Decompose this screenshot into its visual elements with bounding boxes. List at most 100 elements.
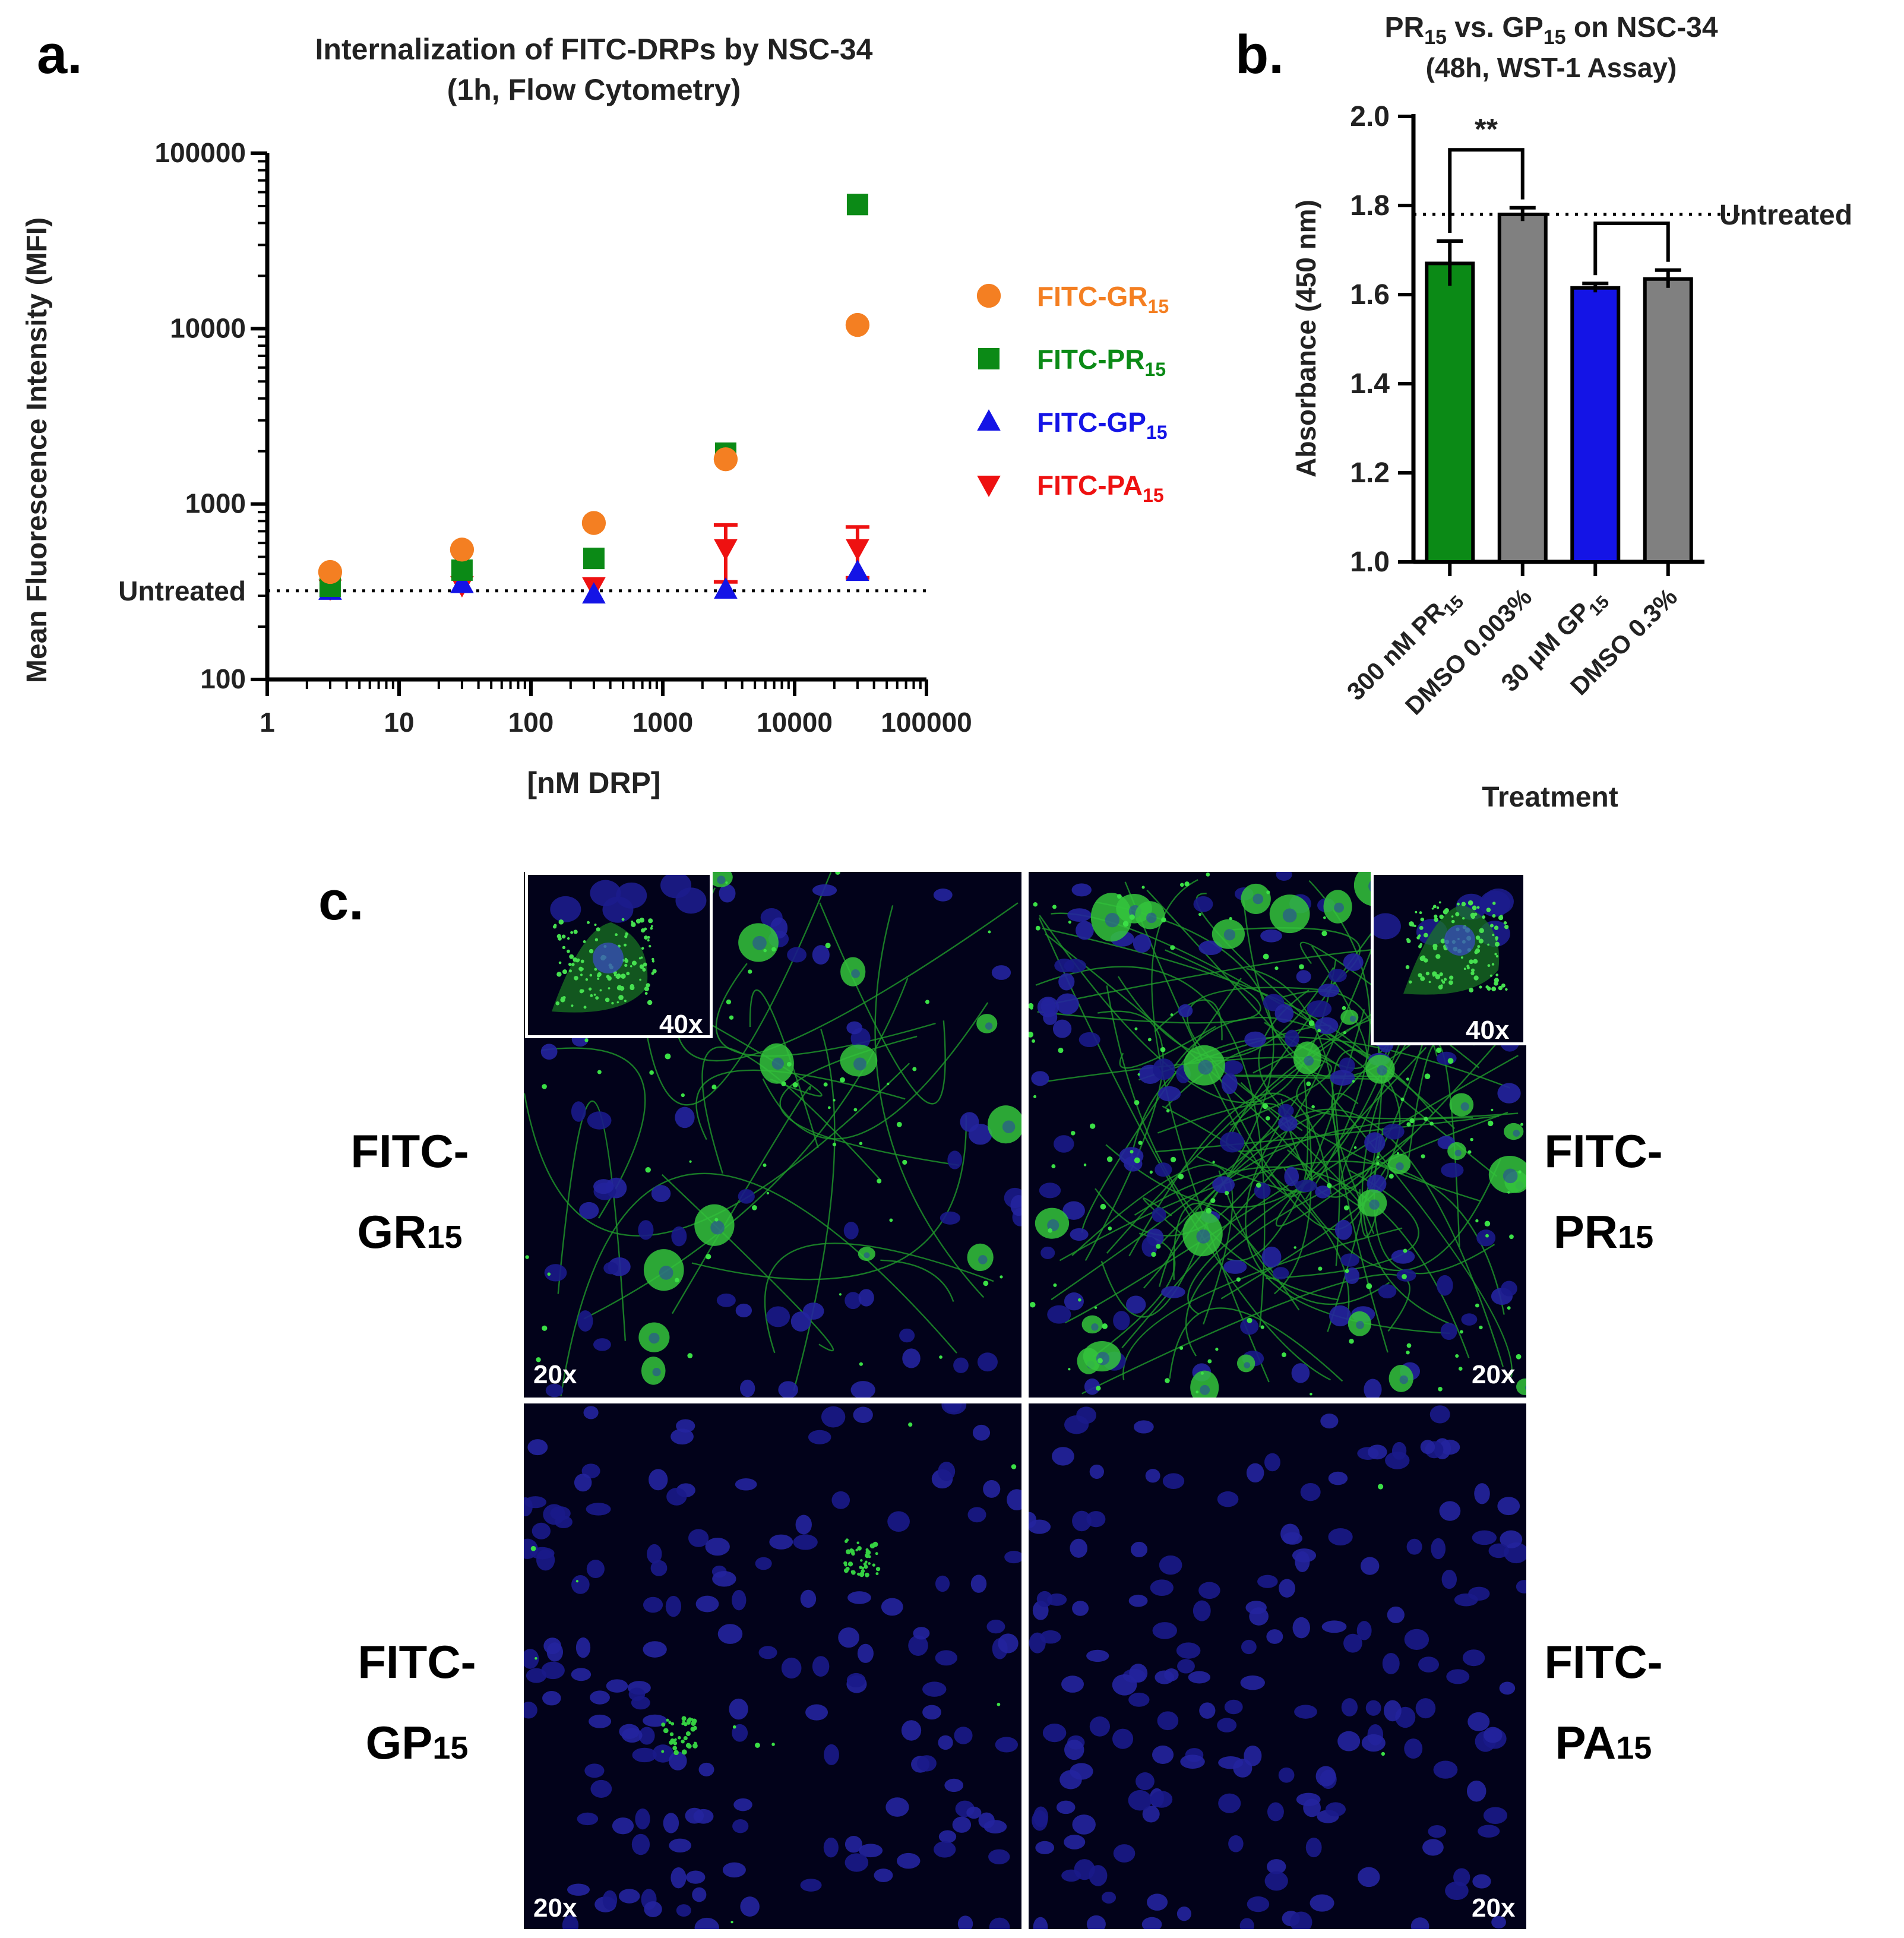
nucleus	[1276, 872, 1292, 881]
micrograph-pa15-20x	[1029, 1403, 1526, 1929]
nucleus	[1294, 1705, 1317, 1719]
nucleus	[1290, 1911, 1312, 1929]
nucleus	[1152, 1745, 1174, 1764]
nucleus	[1429, 1405, 1450, 1424]
nucleus	[1321, 1620, 1347, 1633]
fitc-punctum	[1419, 956, 1425, 962]
nucleus	[1328, 969, 1347, 982]
fitc-punctum	[1462, 916, 1465, 920]
fitc-punctum	[1178, 1173, 1184, 1180]
fitc-punctum	[1424, 1117, 1428, 1121]
fitc-punctum	[1500, 915, 1503, 918]
nucleus	[1428, 1825, 1446, 1838]
data-point-circle	[713, 447, 738, 472]
fitc-punctum	[670, 1722, 675, 1726]
nucleus	[1070, 1763, 1093, 1780]
nucleus	[526, 1668, 547, 1683]
fitc-punctum	[860, 1559, 863, 1562]
nucleus	[650, 1560, 668, 1576]
nucleus	[1152, 1622, 1178, 1639]
fitc-punctum	[1195, 1390, 1199, 1394]
nucleus	[663, 1813, 679, 1833]
fitc-punctum	[1293, 1246, 1296, 1249]
nucleus	[1054, 959, 1075, 973]
fitc-punctum	[1461, 902, 1466, 906]
fitc-punctum	[681, 1739, 685, 1744]
fitc-punctum	[1473, 912, 1478, 916]
fitc-punctum	[573, 957, 577, 962]
fitc-punctum	[1122, 921, 1129, 927]
nucleus	[851, 969, 860, 978]
fitc-punctum	[647, 935, 650, 939]
fitc-punctum	[792, 1082, 798, 1088]
nucleus	[853, 1057, 867, 1071]
neurite	[1275, 1047, 1427, 1227]
fitc-punctum	[859, 1362, 863, 1366]
fitc-punctum	[580, 967, 584, 970]
fitc-punctum	[1491, 987, 1497, 992]
fitc-punctum	[1435, 1047, 1442, 1053]
fitc-punctum	[875, 1572, 879, 1576]
fitc-punctum	[925, 1000, 929, 1004]
nucleus	[935, 1650, 957, 1666]
nucleus	[575, 1637, 591, 1658]
nucleus	[590, 1690, 610, 1705]
nucleus	[1377, 1065, 1387, 1076]
fitc-punctum	[1420, 976, 1425, 981]
nucleus	[1274, 1004, 1294, 1023]
nucleus	[632, 1747, 657, 1763]
nucleus	[740, 1379, 755, 1398]
nucleus	[896, 1852, 921, 1869]
fitc-punctum	[1487, 964, 1491, 968]
fitc-punctum	[1179, 1346, 1184, 1350]
nucleus	[1153, 1058, 1175, 1080]
nucleus	[1157, 1086, 1181, 1102]
fitc-punctum	[618, 995, 624, 1000]
fitc-punctum	[1165, 1378, 1170, 1383]
neurite	[1274, 1115, 1312, 1295]
data-point-square	[451, 559, 473, 581]
fitc-punctum	[1406, 1350, 1410, 1355]
fitc-punctum	[621, 918, 625, 921]
fitc-punctum	[771, 1743, 775, 1746]
nucleus	[692, 1887, 707, 1902]
neurite	[1064, 1179, 1298, 1324]
fitc-punctum	[730, 1920, 733, 1924]
fitc-punctum	[1479, 928, 1484, 934]
nucleus	[995, 1737, 1019, 1753]
nucleus	[1244, 1031, 1266, 1048]
mag-label-gr-40x: 40x	[659, 1010, 703, 1039]
fitc-punctum	[857, 1546, 862, 1551]
fitc-punctum	[781, 1081, 786, 1086]
nucleus	[1155, 1162, 1172, 1177]
mag-label-pa-20x: 20x	[1472, 1893, 1516, 1923]
fitc-punctum	[1492, 902, 1496, 905]
fitc-punctum	[1406, 1122, 1411, 1127]
nucleus	[1444, 925, 1475, 956]
fitc-punctum	[1460, 956, 1463, 959]
fitc-punctum	[631, 922, 636, 927]
fitc-punctum	[1489, 974, 1492, 977]
nucleus	[1341, 1698, 1358, 1716]
fitc-punctum	[751, 1204, 757, 1210]
nucleus	[1501, 1281, 1517, 1297]
fitc-punctum	[622, 974, 625, 978]
fitc-punctum	[666, 1718, 669, 1722]
fitc-punctum	[1492, 934, 1495, 937]
fitc-punctum	[672, 1738, 676, 1742]
fitc-punctum	[1389, 1174, 1394, 1179]
nucleus	[1228, 1835, 1244, 1852]
nucleus	[577, 1812, 599, 1826]
nucleus	[1062, 1201, 1085, 1220]
fitc-punctum	[748, 969, 752, 974]
nucleus	[1472, 1530, 1497, 1545]
fitc-punctum	[859, 1142, 863, 1145]
fitc-punctum	[835, 872, 840, 875]
nucleus	[902, 1348, 921, 1368]
nucleus	[1128, 1692, 1150, 1707]
nucleus	[1133, 934, 1152, 953]
fitc-punctum	[864, 1564, 868, 1569]
data-point-circle	[581, 511, 606, 535]
nucleus	[652, 1367, 661, 1377]
fitc-punctum	[590, 994, 593, 997]
